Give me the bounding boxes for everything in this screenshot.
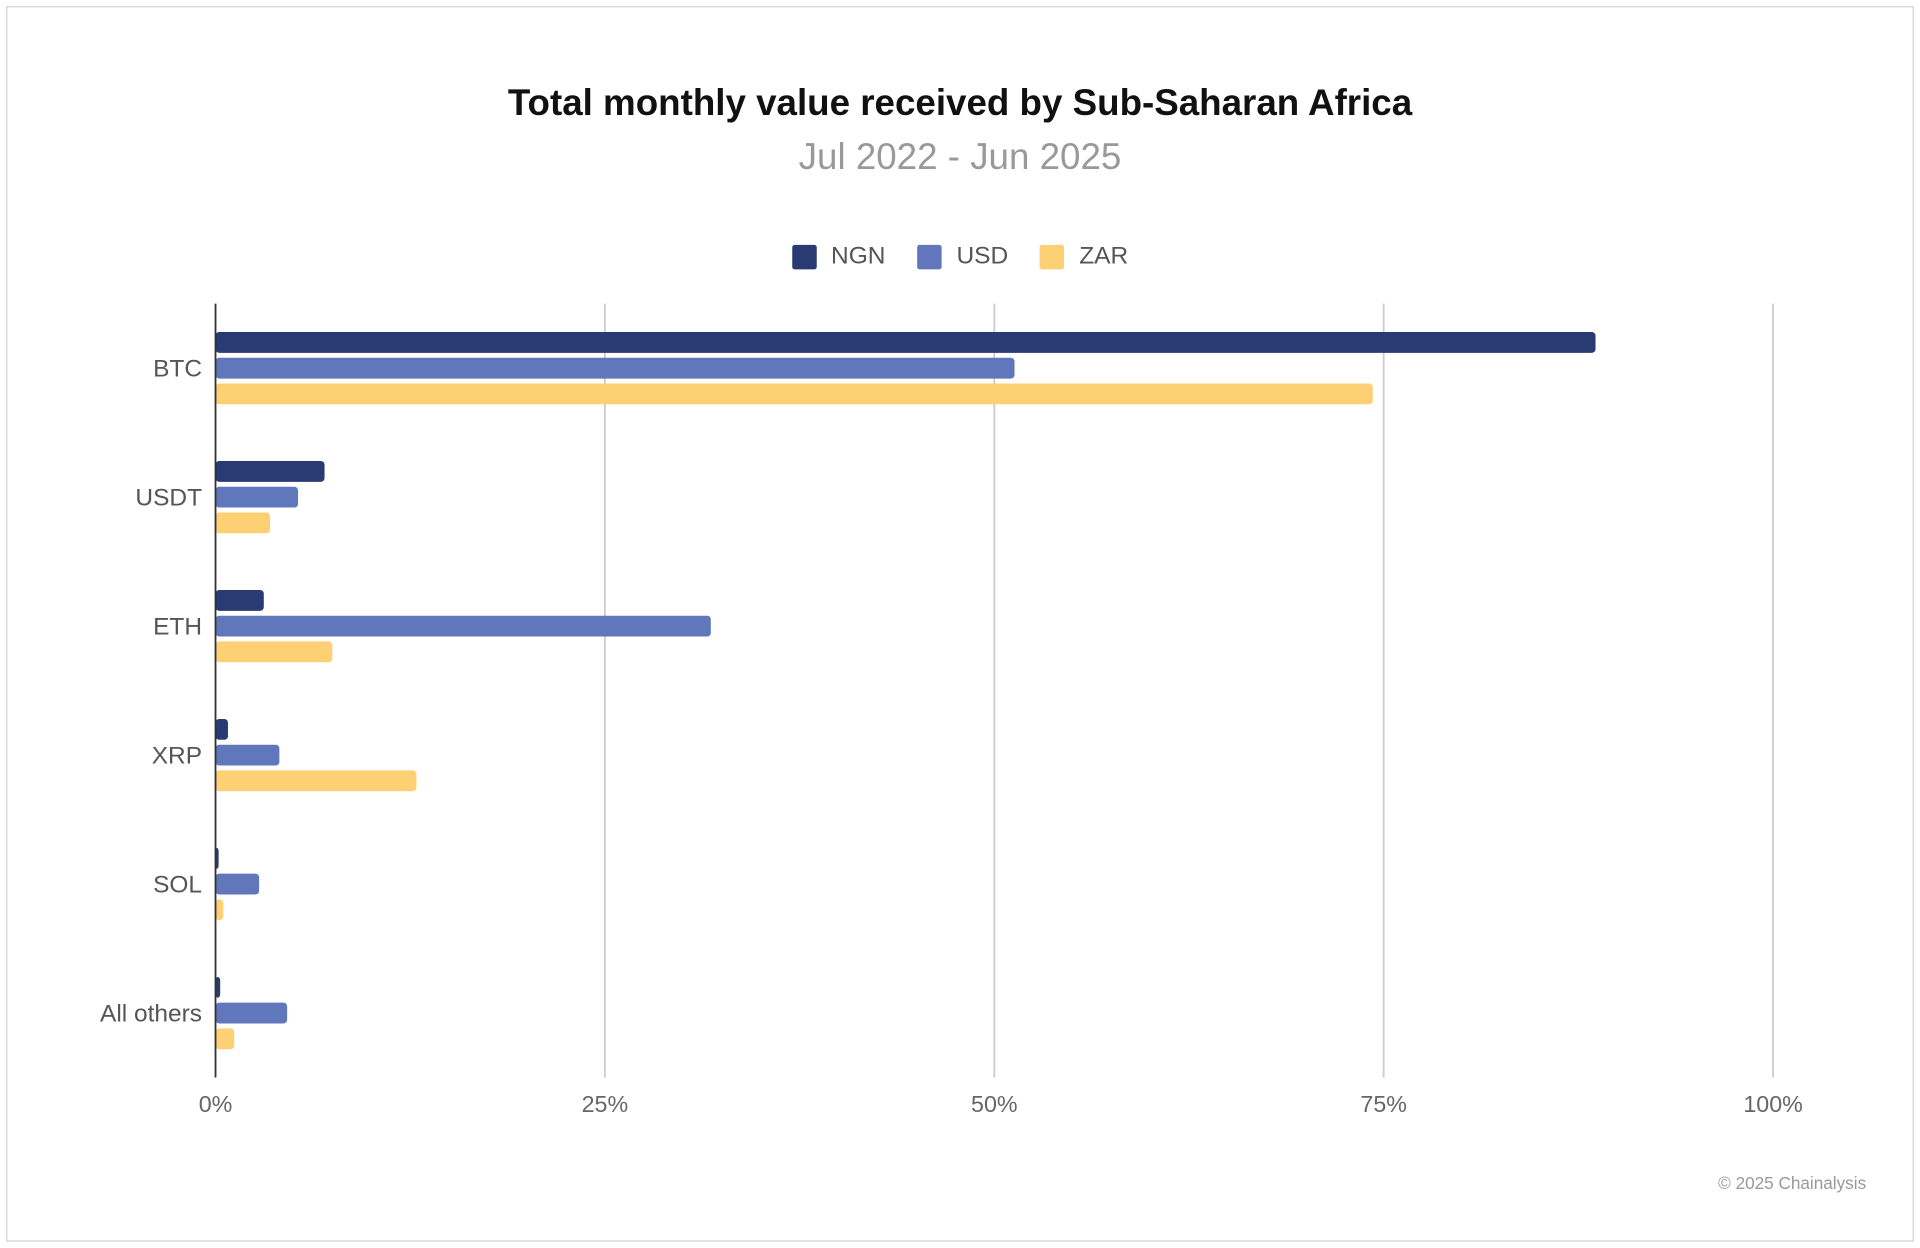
bar-zar-usdt	[215, 512, 271, 534]
y-category-label: ETH	[153, 614, 202, 641]
bar-usd-eth	[215, 615, 711, 637]
chart-title: Total monthly value received by Sub-Saha…	[507, 83, 1413, 124]
bar-zar-btc	[215, 383, 1373, 405]
x-tick-label: 100%	[1743, 1091, 1802, 1117]
legend-swatch	[1040, 244, 1065, 269]
chart-subtitle: Jul 2022 - Jun 2025	[798, 137, 1122, 178]
x-tick-label: 50%	[971, 1091, 1018, 1117]
bar-ngn-all-others	[215, 976, 221, 998]
credit: © 2025 Chainalysis	[1718, 1173, 1867, 1193]
legend-item-usd: USD	[917, 242, 1008, 270]
bar-zar-xrp	[215, 770, 417, 792]
y-category-label: All others	[100, 1001, 202, 1028]
legend-swatch	[917, 244, 942, 269]
bar-ngn-btc	[215, 332, 1596, 353]
legend-item-ngn: NGN	[791, 242, 886, 270]
y-category-label: USDT	[135, 485, 202, 512]
x-tick-label: 75%	[1360, 1091, 1407, 1117]
bar-usd-sol	[215, 873, 260, 895]
x-tick-label: 25%	[582, 1091, 629, 1117]
chart-frame	[6, 6, 1914, 1242]
bar-usd-xrp	[215, 744, 280, 766]
bar-zar-sol	[215, 899, 224, 921]
legend-item-zar: ZAR	[1040, 242, 1128, 270]
bar-usd-all-others	[215, 1002, 288, 1024]
bar-zar-all-others	[215, 1028, 235, 1050]
legend-label: USD	[956, 242, 1009, 270]
legend-swatch	[791, 244, 817, 269]
legend: NGN USD ZAR	[0, 242, 1920, 270]
bar-usd-usdt	[215, 486, 299, 508]
bar-usd-btc	[215, 357, 1015, 379]
bar-ngn-usdt	[215, 461, 325, 482]
bar-zar-eth	[215, 641, 333, 663]
bar-ngn-eth	[215, 590, 264, 611]
y-category-label: BTC	[153, 356, 202, 383]
y-category-label: XRP	[152, 743, 202, 770]
bar-ngn-xrp	[215, 718, 228, 740]
y-category-label: SOL	[153, 872, 202, 899]
legend-label: NGN	[831, 242, 886, 270]
x-tick-label: 0%	[199, 1091, 233, 1117]
legend-label: ZAR	[1079, 242, 1129, 270]
